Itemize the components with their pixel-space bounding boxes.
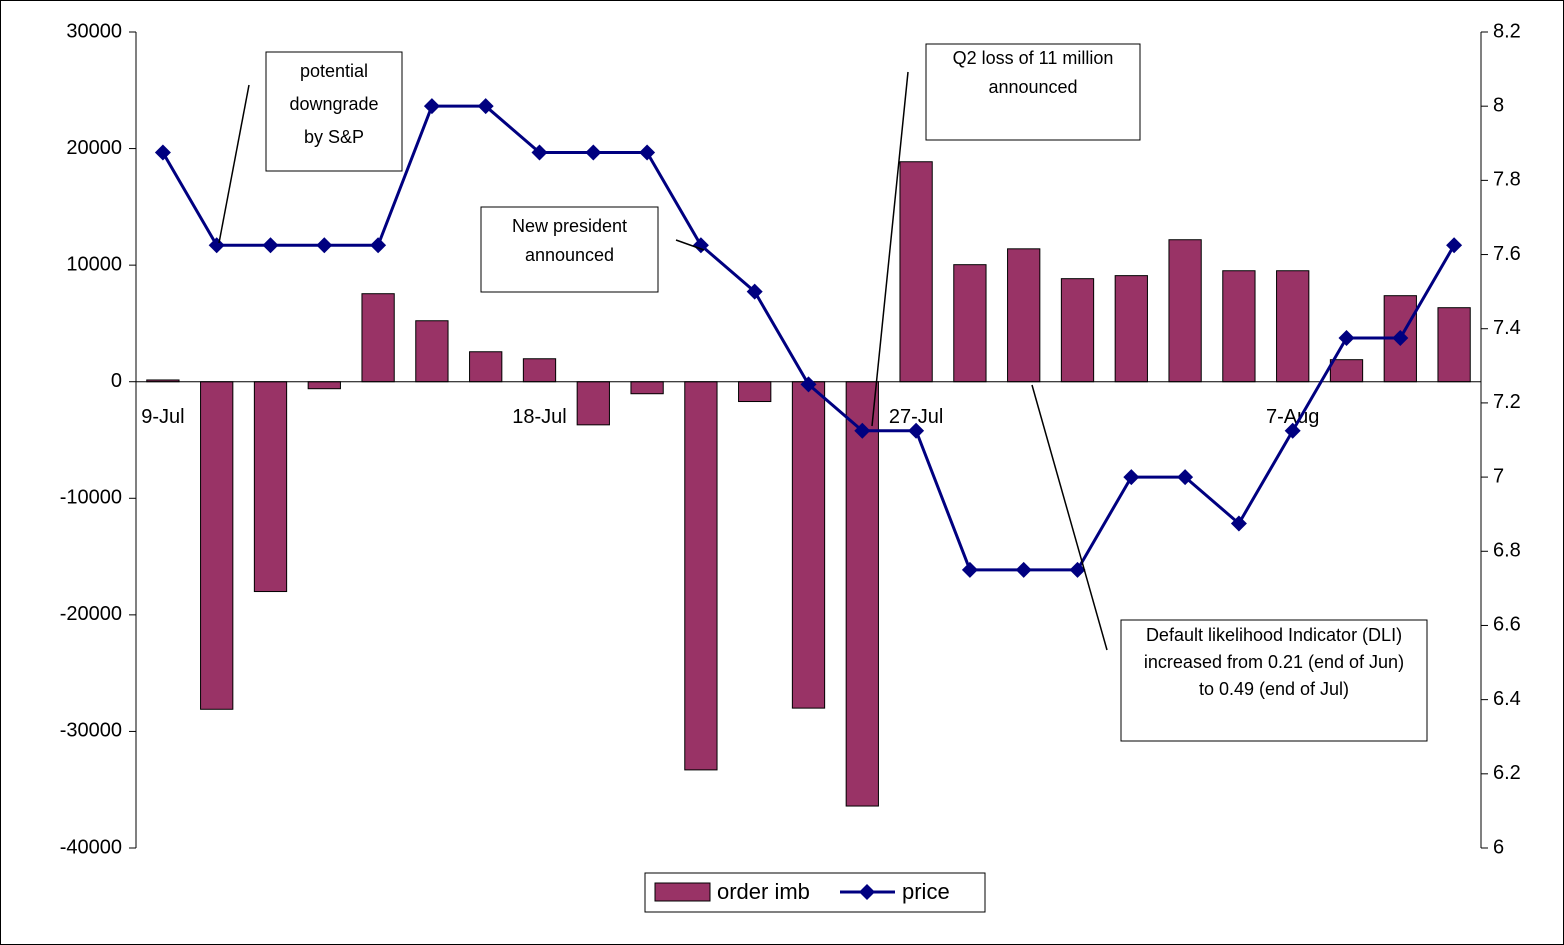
bar bbox=[1329, 359, 1364, 383]
bar bbox=[576, 381, 610, 426]
y2-tick-label: 7.6 bbox=[1493, 243, 1521, 265]
annotation-text: announced bbox=[988, 77, 1077, 97]
annotation-text: announced bbox=[525, 245, 614, 265]
annotation-text: downgrade bbox=[289, 94, 378, 114]
price-marker bbox=[692, 237, 709, 254]
bar bbox=[899, 161, 933, 383]
y2-tick-label: 6 bbox=[1493, 836, 1504, 858]
y-tick-label: 30000 bbox=[66, 20, 122, 42]
bar bbox=[253, 381, 288, 593]
annotation-text: to 0.49 (end of Jul) bbox=[1199, 679, 1349, 699]
price-marker bbox=[639, 144, 656, 161]
annotation-pointer bbox=[675, 239, 705, 251]
bar bbox=[791, 381, 826, 709]
price-marker bbox=[746, 283, 763, 300]
annotation-box bbox=[265, 51, 403, 172]
price-marker bbox=[1392, 330, 1409, 346]
y2-tick-label: 8.2 bbox=[1493, 20, 1521, 42]
annotation-text: increased from 0.21 (end of Jun) bbox=[1144, 652, 1404, 672]
bar bbox=[1060, 278, 1095, 383]
annotation-text: potential bbox=[300, 61, 368, 81]
price-marker bbox=[316, 237, 333, 254]
price-marker bbox=[370, 237, 387, 254]
annotation-pointer bbox=[218, 84, 250, 244]
bar bbox=[1007, 248, 1041, 383]
y2-tick-label: 6.8 bbox=[1493, 540, 1521, 562]
bar bbox=[738, 381, 772, 403]
price-marker bbox=[1177, 469, 1194, 486]
x-tick-label: 9-Jul bbox=[141, 406, 184, 428]
price-marker bbox=[423, 98, 440, 115]
y2-tick-label: 8 bbox=[1493, 94, 1504, 116]
bar bbox=[684, 381, 718, 771]
y2-tick-label: 6.2 bbox=[1493, 762, 1521, 784]
annotation-text: New president bbox=[512, 216, 627, 236]
bar bbox=[200, 381, 234, 710]
bar bbox=[1437, 307, 1471, 383]
y-tick-label: 20000 bbox=[66, 137, 122, 159]
annotation-box bbox=[480, 206, 659, 293]
price-marker bbox=[854, 422, 871, 439]
y-tick-label: -10000 bbox=[60, 487, 122, 509]
annotation-text: Default likelihood Indicator (DLI) bbox=[1146, 625, 1402, 645]
y2-tick-label: 7 bbox=[1493, 465, 1504, 487]
annotation-box bbox=[1120, 619, 1428, 742]
legend-marker bbox=[859, 884, 875, 900]
annotation-text: Q2 loss of 11 million bbox=[953, 48, 1114, 68]
bar bbox=[522, 358, 557, 383]
bar bbox=[415, 320, 449, 383]
price-marker bbox=[208, 237, 225, 254]
x-tick-label: 18-Jul bbox=[512, 406, 566, 428]
y2-tick-label: 6.6 bbox=[1493, 614, 1521, 636]
y2-tick-label: 7.4 bbox=[1493, 317, 1521, 339]
bar bbox=[307, 381, 341, 390]
y-tick-label: -40000 bbox=[60, 836, 122, 858]
bar bbox=[953, 264, 987, 383]
bar bbox=[845, 381, 879, 807]
price-marker bbox=[1446, 237, 1463, 254]
y-tick-label: 10000 bbox=[66, 253, 122, 275]
y2-tick-label: 6.4 bbox=[1493, 688, 1521, 710]
annotation-text: by S&P bbox=[304, 127, 364, 147]
annotation-pointer bbox=[871, 71, 909, 427]
bar bbox=[1276, 270, 1310, 383]
price-marker bbox=[1015, 561, 1032, 578]
bar bbox=[1114, 275, 1148, 383]
bar bbox=[361, 293, 395, 383]
price-marker bbox=[531, 144, 548, 161]
x-tick-label: 27-Jul bbox=[889, 406, 943, 428]
legend-swatch bbox=[654, 882, 711, 902]
x-tick-label: 7-Aug bbox=[1266, 406, 1319, 428]
y2-tick-label: 7.2 bbox=[1493, 391, 1521, 413]
price-marker bbox=[1123, 469, 1140, 486]
bar bbox=[630, 381, 664, 395]
price-marker bbox=[1284, 422, 1301, 439]
price-marker bbox=[262, 237, 279, 254]
legend-label: order imb bbox=[717, 879, 810, 904]
price-marker bbox=[1338, 330, 1355, 346]
y-tick-label: -30000 bbox=[60, 720, 122, 742]
bar bbox=[1168, 239, 1202, 383]
price-marker bbox=[1069, 561, 1086, 578]
price-marker bbox=[477, 98, 494, 115]
price-marker bbox=[800, 376, 817, 393]
y-tick-label: -20000 bbox=[60, 603, 122, 625]
price-marker bbox=[585, 144, 602, 161]
annotation-pointer bbox=[1031, 384, 1108, 651]
price-marker bbox=[154, 144, 171, 161]
annotation-box bbox=[925, 43, 1141, 141]
price-marker bbox=[908, 422, 925, 439]
price-marker bbox=[1230, 515, 1247, 532]
legend-label: price bbox=[902, 879, 950, 904]
bar bbox=[469, 351, 503, 383]
price-marker bbox=[961, 561, 978, 578]
bar bbox=[1222, 270, 1256, 383]
y2-tick-label: 7.8 bbox=[1493, 169, 1521, 191]
y-tick-label: 0 bbox=[111, 370, 122, 392]
